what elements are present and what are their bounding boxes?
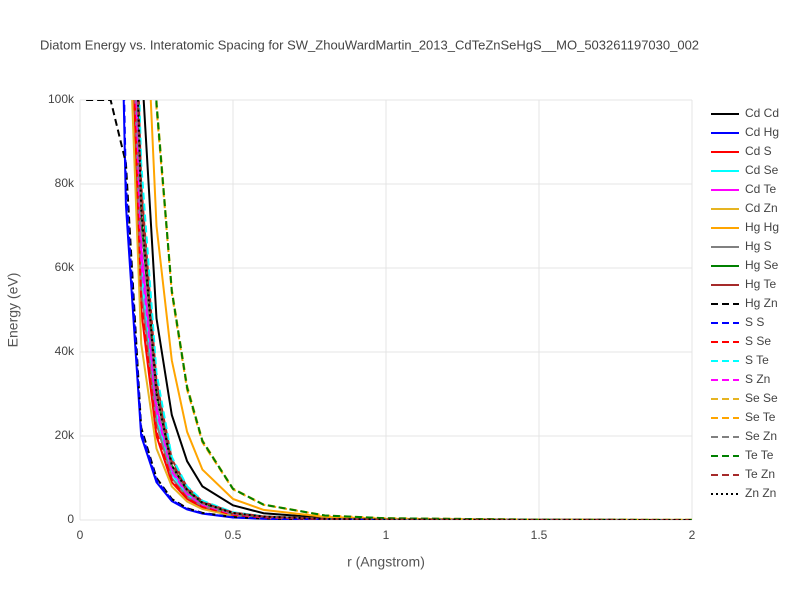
legend-label: Cd Hg xyxy=(745,125,779,139)
series-line xyxy=(137,100,692,520)
series-line xyxy=(155,100,692,520)
series-line xyxy=(135,100,692,520)
legend-label: Cd Te xyxy=(745,182,776,196)
series-line xyxy=(137,100,692,520)
y-tick-label: 40k xyxy=(55,344,75,358)
series-line xyxy=(135,100,692,520)
y-tick-label: 20k xyxy=(55,428,75,442)
legend-label: Cd S xyxy=(745,144,772,158)
series-line xyxy=(136,100,692,520)
chart-title: Diatom Energy vs. Interatomic Spacing fo… xyxy=(40,37,699,52)
x-tick-label: 0 xyxy=(77,528,84,542)
series-line xyxy=(122,100,692,520)
series-line xyxy=(136,100,692,520)
series-line xyxy=(149,100,692,520)
legend-label: Hg Te xyxy=(745,277,776,291)
legend-label: S Te xyxy=(745,353,769,367)
series-line xyxy=(131,100,692,520)
series-line xyxy=(138,100,692,520)
series-line xyxy=(133,100,692,520)
x-tick-label: 0.5 xyxy=(225,528,242,542)
legend-label: Hg Se xyxy=(745,258,779,272)
series-line xyxy=(133,100,692,520)
y-tick-label: 80k xyxy=(55,176,75,190)
series-line xyxy=(134,100,692,520)
legend: Cd Cd Cd Hg Cd S Cd Se Cd Te Cd Zn Hg Hg Hg S Hg… xyxy=(711,106,779,500)
series-line xyxy=(137,100,692,520)
y-axis-title: Energy (eV) xyxy=(5,273,21,348)
legend-label: Hg Zn xyxy=(745,296,778,310)
series-line xyxy=(155,100,692,520)
series-line xyxy=(86,100,692,520)
series-line xyxy=(135,100,692,520)
legend-label: Se Se xyxy=(745,391,778,405)
legend-label: S S xyxy=(745,315,764,329)
legend-label: Te Zn xyxy=(745,467,775,481)
y-tick-label: 100k xyxy=(48,92,75,106)
legend-label: S Zn xyxy=(745,372,770,386)
x-tick-label: 2 xyxy=(689,528,696,542)
series-line xyxy=(155,100,692,520)
legend-label: S Se xyxy=(745,334,771,348)
series-line xyxy=(123,100,692,520)
plot-area xyxy=(86,100,692,520)
legend-label: Cd Se xyxy=(745,163,779,177)
legend-label: Se Te xyxy=(745,410,776,424)
y-tick-label: 0 xyxy=(67,512,74,526)
legend-label: Cd Cd xyxy=(745,106,779,120)
legend-label: Cd Zn xyxy=(745,201,778,215)
legend-label: Hg Hg xyxy=(745,220,779,234)
legend-label: Zn Zn xyxy=(745,486,776,500)
series-line xyxy=(142,100,692,520)
legend-label: Hg S xyxy=(745,239,772,253)
legend-label: Se Zn xyxy=(745,429,777,443)
x-tick-label: 1.5 xyxy=(531,528,548,542)
y-tick-label: 60k xyxy=(55,260,75,274)
x-axis-title: r (Angstrom) xyxy=(347,554,425,570)
x-tick-label: 1 xyxy=(383,528,390,542)
legend-label: Te Te xyxy=(745,448,774,462)
grid xyxy=(79,99,693,521)
